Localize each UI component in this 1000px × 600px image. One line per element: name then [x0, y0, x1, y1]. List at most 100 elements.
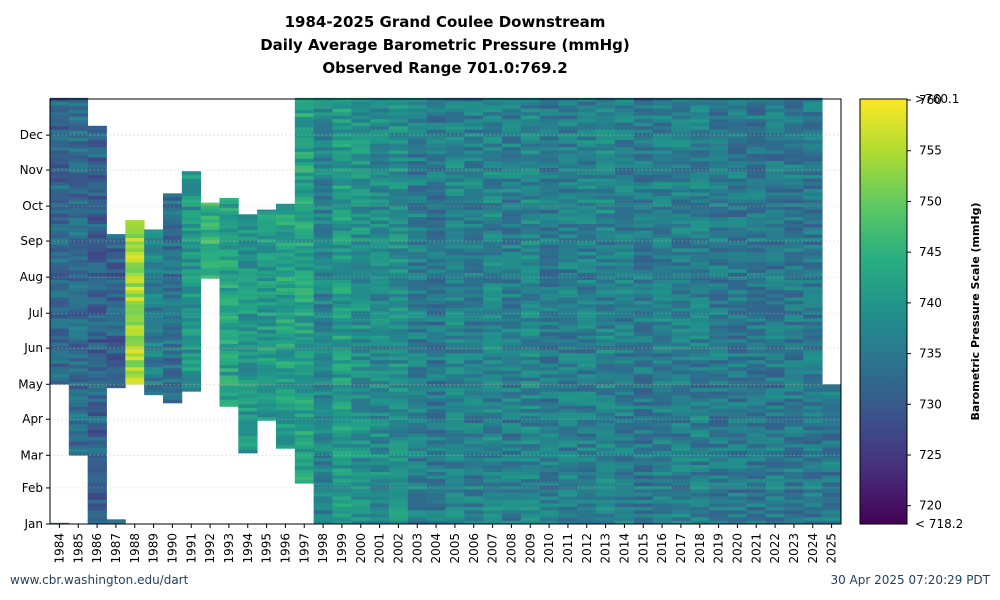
heatmap-cell: [257, 245, 277, 250]
heatmap-cell: [577, 136, 597, 141]
heatmap-cell: [200, 250, 220, 255]
heatmap-cell: [445, 478, 465, 483]
heatmap-cell: [163, 207, 183, 212]
heatmap-cell: [615, 101, 635, 106]
heatmap-cell: [596, 241, 616, 245]
heatmap-cell: [50, 265, 70, 270]
heatmap-cell: [483, 272, 503, 277]
heatmap-cell: [558, 398, 578, 403]
heatmap-cell: [294, 126, 315, 131]
heatmap-cell: [238, 316, 258, 321]
heatmap-cell: [690, 426, 710, 431]
heatmap-cell: [445, 384, 465, 389]
heatmap-cell: [615, 265, 635, 270]
heatmap-cell: [765, 412, 785, 417]
heatmap-cell: [596, 129, 616, 134]
heatmap-cell: [106, 251, 126, 256]
heatmap-cell: [68, 315, 89, 320]
heatmap-cell: [181, 356, 202, 361]
heatmap-cell: [558, 101, 578, 106]
heatmap-cell: [520, 269, 541, 273]
heatmap-cell: [502, 251, 522, 256]
heatmap-cell: [539, 349, 559, 354]
heatmap-cell: [200, 267, 220, 272]
heatmap-cell: [351, 398, 371, 403]
heatmap-cell: [163, 381, 183, 386]
heatmap-cell: [464, 436, 484, 441]
heatmap-cell: [483, 111, 503, 116]
heatmap-cell: [709, 132, 729, 137]
heatmap-cell: [765, 342, 785, 347]
heatmap-cell: [313, 506, 333, 511]
heatmap-cell: [577, 384, 597, 389]
heatmap-cell: [87, 164, 107, 169]
heatmap-cell: [615, 167, 635, 172]
heatmap-cell: [690, 269, 710, 273]
heatmap-cell: [652, 510, 672, 514]
heatmap-cell: [502, 160, 522, 165]
heatmap-cell: [332, 401, 352, 406]
heatmap-cell: [294, 472, 315, 477]
heatmap-cell: [765, 251, 785, 256]
heatmap-cell: [728, 345, 748, 350]
heatmap-cell: [445, 255, 465, 259]
heatmap-cell: [615, 164, 635, 169]
heatmap-cell: [163, 333, 183, 337]
heatmap-cell: [577, 338, 597, 343]
heatmap-cell: [389, 496, 409, 500]
heatmap-cell: [558, 108, 578, 113]
heatmap-cell: [520, 412, 541, 417]
heatmap-cell: [765, 426, 785, 431]
heatmap-cell: [87, 171, 107, 176]
heatmap-cell: [351, 160, 371, 165]
heatmap-cell: [370, 209, 390, 214]
heatmap-cell: [784, 143, 804, 148]
heatmap-cell: [389, 387, 409, 392]
heatmap-cell: [633, 359, 654, 364]
heatmap-cell: [163, 392, 183, 397]
heatmap-cell: [351, 314, 371, 319]
heatmap-cell: [558, 258, 578, 263]
heatmap-cell: [313, 356, 333, 361]
heatmap-cell: [238, 397, 258, 401]
heatmap-cell: [502, 300, 522, 305]
heatmap-cell: [313, 199, 333, 204]
heatmap-cell: [784, 373, 804, 378]
heatmap-cell: [219, 266, 239, 271]
heatmap-cell: [784, 220, 804, 224]
heatmap-cell: [144, 300, 164, 305]
heatmap-cell: [803, 251, 823, 256]
heatmap-cell: [690, 101, 710, 106]
heatmap-cell: [483, 328, 503, 333]
heatmap-cell: [219, 378, 239, 383]
heatmap-cell: [68, 340, 89, 344]
heatmap-cell: [87, 433, 107, 438]
heatmap-cell: [351, 499, 371, 504]
heatmap-cell: [803, 391, 823, 396]
heatmap-cell: [257, 354, 277, 358]
heatmap-cell: [407, 199, 428, 204]
heatmap-cell: [426, 443, 446, 448]
heatmap-cell: [539, 380, 559, 385]
heatmap-cell: [784, 433, 804, 438]
heatmap-cell: [633, 303, 654, 308]
heatmap-cell: [765, 104, 785, 109]
heatmap-cell: [445, 391, 465, 396]
heatmap-cell: [445, 272, 465, 277]
heatmap-cell: [276, 214, 296, 219]
heatmap-cell: [389, 352, 409, 357]
heatmap-cell: [464, 310, 484, 315]
heatmap-cell: [445, 506, 465, 511]
heatmap-cell: [709, 251, 729, 256]
heatmap-cell: [181, 377, 202, 382]
heatmap-cell: [728, 146, 748, 151]
heatmap-cell: [181, 269, 202, 273]
heatmap-cell: [87, 234, 107, 238]
heatmap-cell: [615, 366, 635, 371]
heatmap-cell: [502, 328, 522, 333]
heatmap-cell: [690, 296, 710, 301]
heatmap-cell: [313, 248, 333, 252]
heatmap-cell: [558, 241, 578, 245]
heatmap-cell: [407, 223, 428, 228]
heatmap-cell: [389, 206, 409, 211]
